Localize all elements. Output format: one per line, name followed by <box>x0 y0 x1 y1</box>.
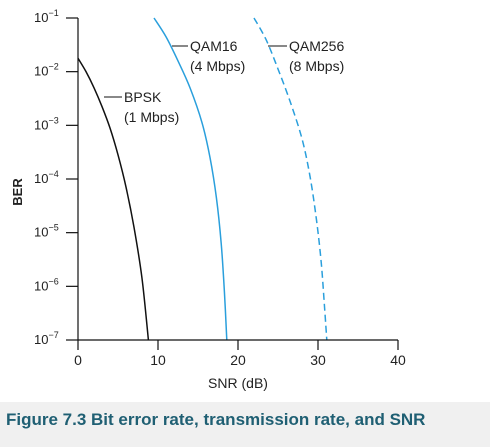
y-tick-label: 10−7 <box>34 330 59 347</box>
annotation-rate-qam16: (4 Mbps) <box>190 58 245 74</box>
figure-caption: Figure 7.3 Bit error rate, transmission … <box>6 410 426 429</box>
x-tick-label: 0 <box>74 352 82 368</box>
ber-chart: 10−1 10−2 10−3 10−4 10−5 10−6 10−7 0 10 20 30 40 SN… <box>10 8 406 391</box>
annotation-label-qam16: QAM16 <box>190 38 238 54</box>
y-axis-label: BER <box>10 178 25 206</box>
x-tick-label: 20 <box>230 352 246 368</box>
annotation-label-bpsk: BPSK <box>124 89 162 105</box>
x-tick-label: 40 <box>390 352 406 368</box>
y-tick-label: 10−4 <box>34 169 59 186</box>
annotation-label-qam256: QAM256 <box>289 38 344 54</box>
series-line-bpsk <box>77 57 150 341</box>
tick-labels: 10−1 10−2 10−3 10−4 10−5 10−6 10−7 0 10 20 30 40 <box>34 8 406 368</box>
y-tick-label: 10−6 <box>34 276 59 293</box>
y-tick-label: 10−3 <box>34 115 59 132</box>
y-tick-label: 10−5 <box>34 223 59 240</box>
x-axis-label: SNR (dB) <box>208 375 268 391</box>
x-tick-label: 10 <box>150 352 166 368</box>
x-tick-label: 30 <box>310 352 326 368</box>
y-tick-label: 10−1 <box>34 8 59 25</box>
series-line-qam256 <box>253 17 328 341</box>
annotation-rate-qam256: (8 Mbps) <box>289 58 344 74</box>
caption-band: Figure 7.3 Bit error rate, transmission … <box>0 402 490 447</box>
series-annotations: BPSK (1 Mbps) QAM16 (4 Mbps) QAM256 (8 Mbps) <box>104 38 344 125</box>
series-line-qam16 <box>153 17 228 341</box>
axes <box>66 17 399 350</box>
y-tick-label: 10−2 <box>34 62 59 79</box>
annotation-rate-bpsk: (1 Mbps) <box>124 109 179 125</box>
plot-lines <box>77 17 328 341</box>
